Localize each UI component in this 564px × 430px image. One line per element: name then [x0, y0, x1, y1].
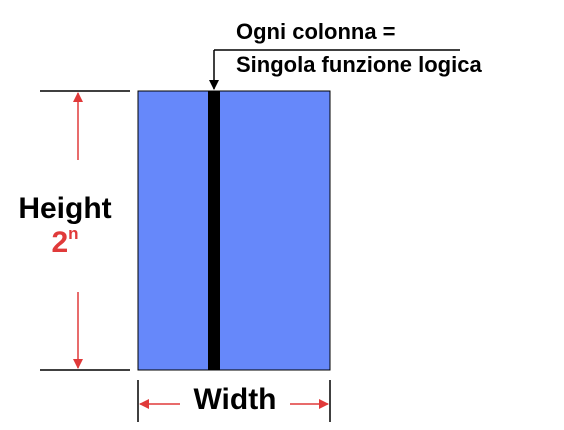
memory-block: [137, 90, 331, 371]
logic-function-column: [208, 91, 220, 370]
height-value-exponent: n: [68, 224, 78, 243]
height-value-label: 2n: [51, 224, 78, 259]
annotation-line-2: Singola funzione logica: [236, 52, 482, 77]
width-label: Width: [193, 383, 276, 416]
height-label: Height: [18, 192, 111, 225]
annotation-line-1: Ogni colonna =: [236, 19, 396, 44]
height-value-base: 2: [51, 226, 68, 259]
